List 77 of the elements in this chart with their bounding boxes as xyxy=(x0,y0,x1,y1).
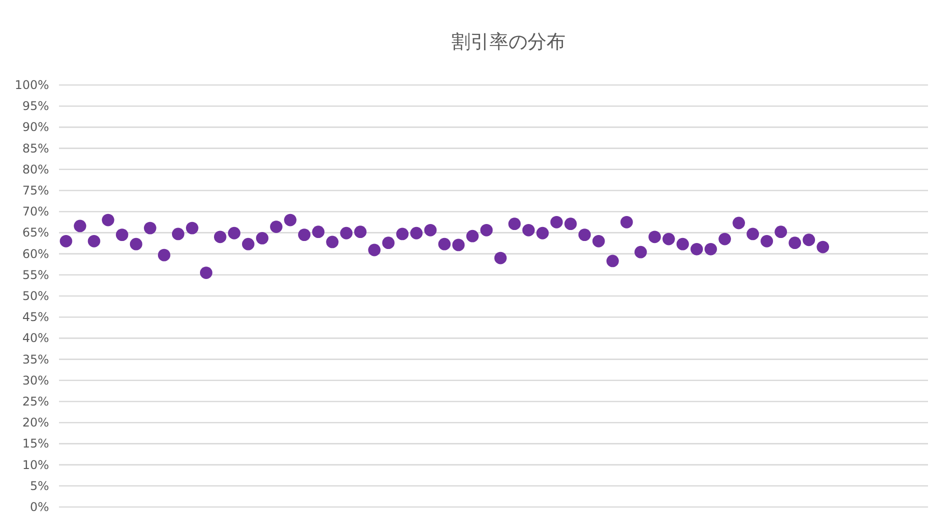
y-tick-label: 60% xyxy=(22,246,49,261)
point xyxy=(816,240,830,254)
point xyxy=(550,216,563,228)
point xyxy=(256,232,268,244)
point xyxy=(774,226,788,238)
y-tick-label: 50% xyxy=(22,289,49,303)
y-tick-label: 20% xyxy=(22,416,49,430)
point xyxy=(452,238,465,252)
point xyxy=(760,234,774,248)
point xyxy=(60,234,72,248)
point xyxy=(158,248,170,262)
point xyxy=(522,224,535,236)
point xyxy=(634,246,647,258)
point xyxy=(186,222,198,234)
y-tick-label: 40% xyxy=(22,331,49,346)
y-tick-label: 85% xyxy=(22,141,49,156)
point xyxy=(662,232,675,246)
point xyxy=(396,228,409,240)
point xyxy=(536,226,549,240)
point xyxy=(172,228,184,240)
point xyxy=(270,220,282,233)
point xyxy=(788,236,802,250)
y-tick-label: 70% xyxy=(22,204,49,219)
point xyxy=(368,244,381,256)
point xyxy=(200,266,212,279)
point xyxy=(620,216,633,228)
y-tick-label: 55% xyxy=(22,268,49,282)
point xyxy=(732,216,745,230)
point xyxy=(564,218,577,230)
point xyxy=(438,238,451,250)
y-tick-label: 45% xyxy=(22,310,49,324)
chart-title: 割引率の分布 xyxy=(452,31,566,53)
y-tick-label: 90% xyxy=(22,120,49,134)
point xyxy=(480,224,493,236)
point xyxy=(242,238,254,250)
point xyxy=(312,226,324,238)
y-tick-label: 65% xyxy=(22,226,49,240)
point xyxy=(214,230,226,244)
point xyxy=(592,234,605,248)
y-tick-label: 5% xyxy=(30,478,49,493)
point xyxy=(494,252,507,264)
y-tick-label: 0% xyxy=(30,500,49,514)
point xyxy=(704,242,717,256)
y-tick-label: 80% xyxy=(22,162,49,176)
y-tick-label: 35% xyxy=(22,352,49,366)
point xyxy=(354,226,367,238)
point xyxy=(466,230,479,242)
point xyxy=(340,226,353,240)
y-tick-label: 25% xyxy=(22,394,49,408)
point xyxy=(410,226,423,240)
point xyxy=(718,232,731,246)
point xyxy=(676,238,689,250)
point xyxy=(102,214,114,226)
point xyxy=(746,228,759,240)
point xyxy=(74,220,86,232)
point xyxy=(382,236,395,250)
point xyxy=(690,242,703,256)
y-tick-label: 75% xyxy=(22,184,49,198)
y-tick-label: 30% xyxy=(22,373,49,388)
point xyxy=(130,238,142,250)
point xyxy=(326,236,339,248)
point xyxy=(228,226,240,240)
point xyxy=(88,234,100,248)
y-tick-label: 95% xyxy=(22,99,49,114)
point xyxy=(648,230,661,244)
point xyxy=(116,228,128,242)
y-tick-label: 10% xyxy=(22,458,49,472)
point xyxy=(508,218,521,230)
point xyxy=(144,222,156,234)
point xyxy=(802,234,816,246)
y-tick-label: 15% xyxy=(22,436,49,451)
point xyxy=(284,214,296,226)
point xyxy=(298,228,310,242)
point xyxy=(606,254,619,268)
point xyxy=(424,224,437,236)
y-tick-label: 100% xyxy=(14,78,49,92)
point xyxy=(578,228,591,242)
